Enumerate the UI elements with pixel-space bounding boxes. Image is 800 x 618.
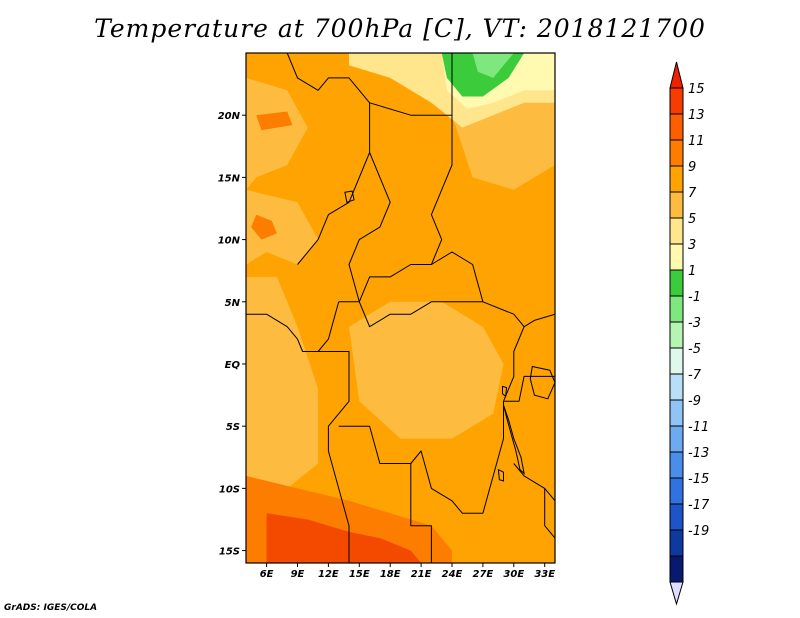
- lon-tick-label: 6E: [260, 569, 274, 580]
- lake-tanganyika: [503, 404, 525, 475]
- country-border: [318, 351, 350, 563]
- colorbar-label: 5: [688, 212, 696, 227]
- colorbar-label: -11: [688, 420, 709, 435]
- lat-tick-label: EQ: [225, 360, 241, 371]
- temperature-region-warm-patch-west-coast: [246, 276, 319, 489]
- colorbar-label: 3: [688, 238, 696, 253]
- temperature-region-warm-patch-congo: [349, 301, 504, 439]
- colorbar-arrow-bottom: [669, 581, 684, 606]
- colorbar-bin: [669, 477, 684, 505]
- colorbar-bin: [669, 243, 684, 271]
- lat-tick-label: 5N: [225, 298, 241, 309]
- colorbar-bin: [669, 425, 684, 453]
- colorbar-bin: [669, 373, 684, 401]
- lat-tick-label: 5S: [226, 422, 240, 433]
- lon-tick-label: 9E: [291, 569, 305, 580]
- colorbar: 15 13 11 9 7 5 3 1 -1 -3 -5 -7 -9 -11 -13 -15 -17 -19: [669, 61, 710, 606]
- country-border: [358, 301, 483, 328]
- colorbar-label: -1: [688, 290, 701, 305]
- colorbar-bin: [669, 191, 684, 219]
- colorbar-label: 9: [688, 160, 696, 175]
- colorbar-bin: [669, 87, 684, 115]
- colorbar-bin: [669, 347, 684, 375]
- colorbar-bin: [669, 295, 684, 323]
- country-border: [513, 463, 555, 502]
- lake-kivu: [502, 385, 508, 398]
- country-border: [246, 301, 340, 352]
- lon-tick-label: 21E: [411, 569, 432, 580]
- colorbar-label: -17: [688, 498, 710, 513]
- colorbar-label: -3: [688, 316, 701, 331]
- country-border: [338, 326, 525, 514]
- colorbar-bin: [669, 269, 684, 297]
- lon-tick-label: 33E: [534, 569, 555, 580]
- temperature-region-warm-patch-west: [246, 77, 308, 190]
- grads-credit: GrADS: IGES/COLA: [4, 603, 98, 613]
- colorbar-arrow-top: [669, 61, 684, 89]
- country-border: [410, 463, 432, 563]
- country-border: [348, 152, 391, 302]
- colorbar-label: -5: [688, 342, 701, 357]
- lon-tick-label: 18E: [380, 569, 401, 580]
- colorbar-bin: [669, 165, 684, 193]
- colorbar-bin: [669, 139, 684, 167]
- colorbar-label: -13: [688, 446, 709, 461]
- plot-frame: [245, 52, 556, 564]
- country-border: [431, 251, 555, 328]
- lat-tick-label: 20N: [218, 111, 241, 122]
- temperature-region-hot-spot-north: [256, 111, 293, 131]
- colorbar-label: -9: [688, 394, 701, 409]
- temperature-region-colder-patch-northeast: [472, 53, 514, 78]
- lake-mweru: [497, 468, 504, 482]
- map-axes: 6E 9E 12E 15E 18E 21E 24E 27E 30E 33E 20N 15N 10N 5N E…: [218, 52, 556, 580]
- colorbar-label: -7: [688, 368, 702, 383]
- colorbar-label: 13: [688, 108, 705, 123]
- country-border: [286, 53, 371, 265]
- temperature-region-hotter-band-south: [266, 513, 422, 563]
- lat-tick-label: 10N: [218, 236, 241, 247]
- country-border: [544, 488, 555, 539]
- lat-tick-label: 15S: [219, 547, 240, 558]
- colorbar-label: -15: [688, 472, 709, 487]
- colorbar-bin: [669, 529, 684, 557]
- colorbar-bin: [669, 503, 684, 531]
- lake-victoria: [529, 365, 555, 400]
- temperature-region-warm-patch-sahel: [246, 189, 319, 265]
- colorbar-bin: [669, 217, 684, 245]
- colorbar-label: 15: [688, 82, 705, 97]
- colorbar-label: 11: [688, 134, 705, 149]
- lon-tick-label: 24E: [442, 569, 463, 580]
- colorbar-label: 1: [688, 264, 696, 279]
- colorbar-label: 7: [688, 186, 697, 201]
- colorbar-bin: [669, 555, 684, 583]
- colorbar-bin: [669, 451, 684, 479]
- lake-chad: [344, 190, 355, 203]
- country-border: [503, 375, 555, 402]
- lon-tick-label: 30E: [503, 569, 524, 580]
- map-layer: [246, 53, 555, 563]
- chart-title: Temperature at 700hPa [C], VT: 201812170…: [94, 14, 706, 43]
- lon-tick-label: 27E: [473, 569, 494, 580]
- colorbar-bin: [669, 399, 684, 427]
- lon-tick-label: 12E: [318, 569, 339, 580]
- colorbar-bin: [669, 321, 684, 349]
- lat-tick-label: 15N: [218, 173, 241, 184]
- lat-tick-label: 10S: [219, 484, 240, 495]
- country-border: [369, 53, 453, 116]
- lon-tick-label: 15E: [349, 569, 370, 580]
- colorbar-bin: [669, 113, 684, 141]
- colorbar-label: -19: [688, 524, 709, 539]
- temperature-region-hot-spot-west: [251, 214, 277, 240]
